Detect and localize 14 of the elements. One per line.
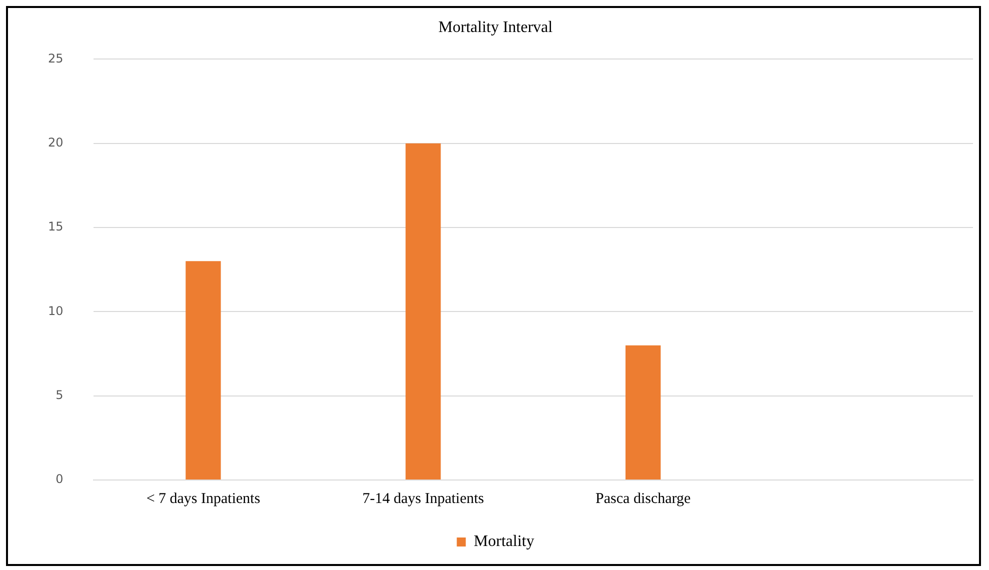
legend-label: Mortality: [474, 533, 534, 550]
y-tick-label: 5: [56, 388, 64, 402]
bar: [626, 345, 661, 480]
y-tick-label: 0: [56, 472, 64, 486]
y-tick-label: 15: [48, 220, 64, 234]
chart-title: Mortality Interval: [438, 18, 554, 36]
x-tick-label: Pasca discharge: [596, 490, 691, 507]
x-tick-label: 7-14 days Inpatients: [362, 490, 484, 507]
y-tick-label: 10: [48, 304, 64, 318]
y-tick-label: 25: [48, 51, 64, 66]
bar: [406, 143, 441, 480]
x-tick-label: < 7 days Inpatients: [146, 490, 260, 507]
y-tick-label: 20: [48, 135, 64, 150]
bar: [186, 261, 221, 480]
